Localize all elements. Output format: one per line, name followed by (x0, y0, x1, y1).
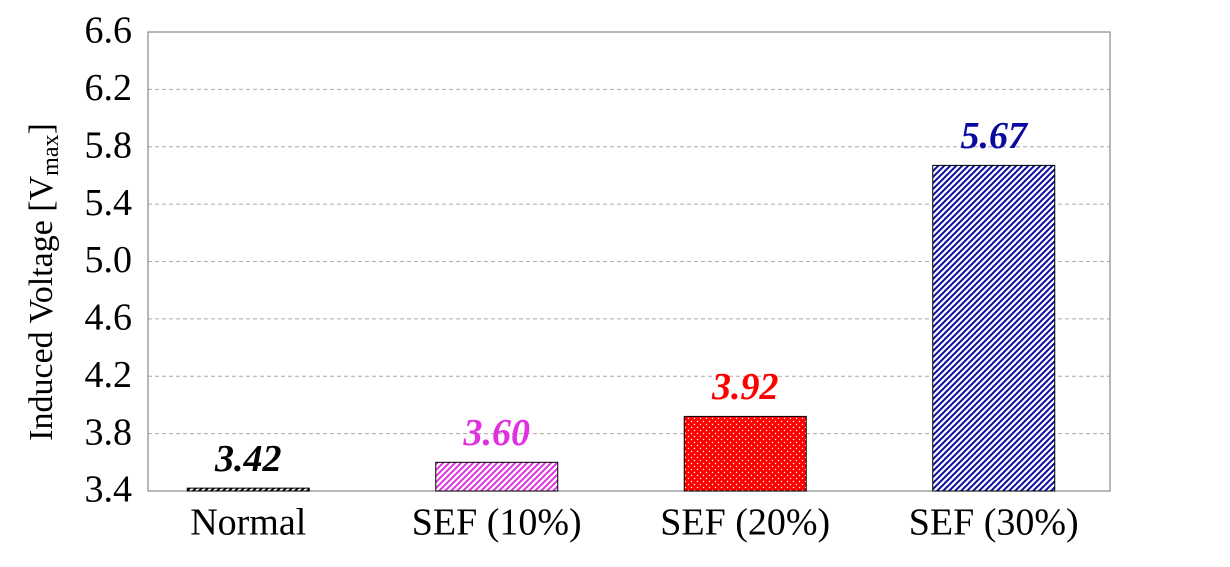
y-label-sub: max (38, 134, 64, 175)
x-tick-label: Normal (190, 502, 306, 544)
bar (435, 461, 559, 492)
plot-frame (147, 31, 1111, 492)
y-axis-label: Induced Voltage [Vmax] (23, 123, 64, 441)
bar (186, 487, 310, 492)
y-tick-label: 4.6 (85, 297, 133, 339)
y-tick-label: 5.4 (85, 182, 133, 224)
x-tick-label: SEF (20%) (660, 502, 830, 544)
value-label: 5.67 (961, 115, 1030, 157)
bar (932, 164, 1056, 492)
value-label: 3.92 (711, 366, 779, 408)
bar (683, 415, 807, 492)
x-tick-label: SEF (10%) (412, 502, 582, 544)
y-tick-label: 6.6 (85, 10, 133, 52)
y-tick-label: 3.4 (85, 469, 133, 511)
y-label-main: Induced Voltage [V (23, 175, 60, 440)
value-label: 3.60 (463, 412, 531, 454)
y-tick-label: 5.8 (85, 124, 133, 166)
y-tick-label: 6.2 (85, 67, 133, 109)
y-tick-label: 4.2 (85, 354, 133, 396)
value-label: 3.42 (214, 438, 282, 480)
y-tick-label: 3.8 (85, 411, 133, 453)
y-label-end: ] (23, 123, 60, 134)
x-tick-label: SEF (30%) (909, 502, 1079, 544)
y-tick-label: 5.0 (85, 239, 133, 281)
